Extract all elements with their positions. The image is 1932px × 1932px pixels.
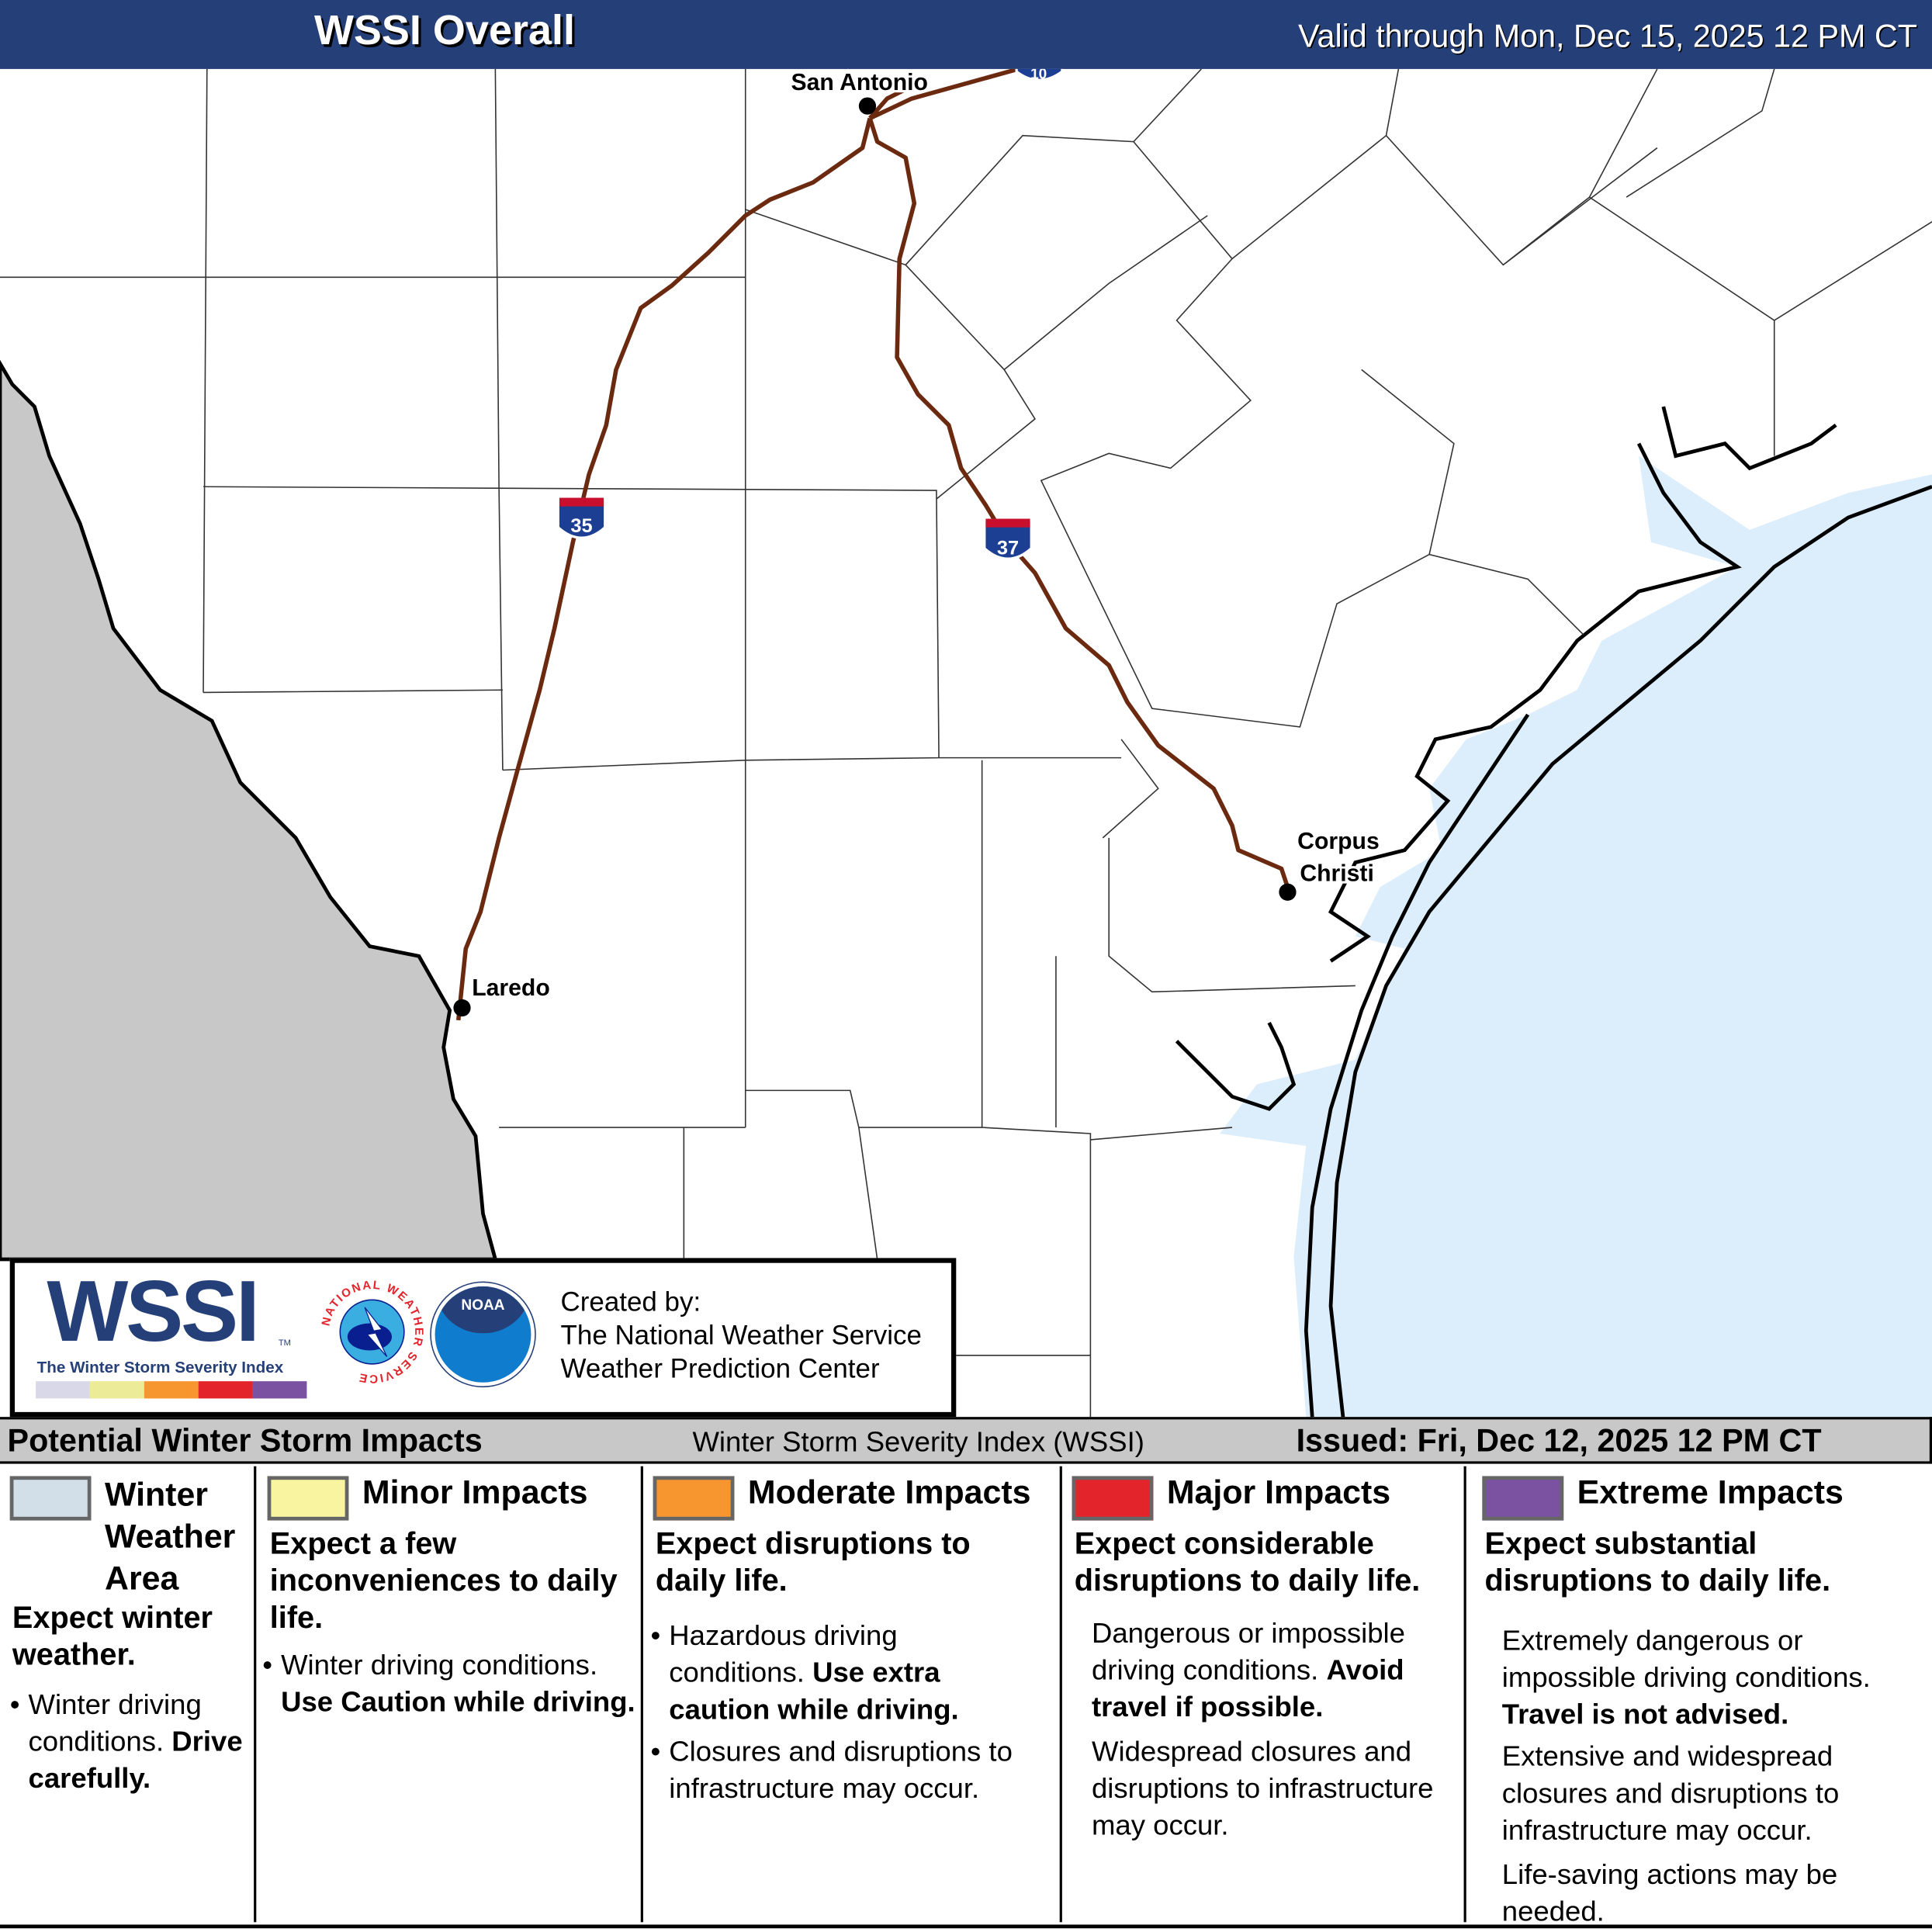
moderate-bullet-bold: Use extra caution while driving. [669,1656,959,1726]
credit-wpc: Weather Prediction Center [560,1352,880,1384]
swatch-minor [267,1476,349,1521]
header-bar: WSSI Overall Valid through Mon, Dec 15, … [0,0,1932,69]
extreme-text-1-bold: Travel is not advised. [1501,1698,1789,1730]
minor-summary: Expect a few inconveniences to daily lif… [269,1526,618,1636]
major-text-1-plain: Dangerous or impossible driving conditio… [1091,1616,1405,1686]
legend-title: Potential Winter Storm Impacts [7,1421,483,1459]
interstate-37-shield: 37 [983,518,1033,560]
interstate-35-route [455,117,872,1021]
winter-title-line: Weather [104,1518,236,1556]
winter-summary: Expect winter weather. [12,1600,213,1672]
swatch-moderate [653,1476,735,1521]
city-dot-san-antonio [858,97,877,115]
nws-seal-graphic: NATIONAL WEATHER SERVICE [319,1279,424,1386]
legend-header: Potential Winter Storm Impacts Winter St… [0,1417,1932,1464]
minor-bullet-text: Winter driving conditions. [281,1648,598,1681]
interstate-35-label: 35 [570,515,592,537]
major-text-2: Widespread closures and disruptions to i… [1091,1734,1434,1841]
winter-title-line: Winter [104,1476,209,1514]
moderate-bullet: Hazardous driving conditions. Use extra … [650,1616,1038,1727]
legend-extreme-title: Extreme Impacts [1577,1473,1844,1511]
impact-map: 35 37 10 San Antonio Corpus Christi Lare… [0,68,1932,1418]
major-summary: Expect considerable disruptions to daily… [1074,1526,1421,1598]
major-text-1: Dangerous or impossible driving conditio… [1092,1614,1461,1725]
credits: Created by: The National Weather Service… [561,1285,922,1385]
noaa-logo: NOAA [431,1283,535,1387]
moderate-summary: Expect disruptions to daily life. [655,1526,971,1598]
legend-subtitle: Winter Storm Severity Index (WSSI) [692,1425,1144,1458]
wssi-logo-subtitle: The Winter Storm Severity Index [36,1357,284,1376]
winter-bullet-bold: Drive carefully. [28,1725,243,1795]
coastline [1175,406,1932,1418]
interstate-10-route [868,68,1023,120]
moderate-bullet-2: Closures and disruptions to infrastructu… [650,1733,1044,1806]
column-divider [1059,1466,1062,1923]
interstate-10-shield: 10 [1015,68,1064,83]
noaa-logo-text: NOAA [461,1296,505,1314]
extreme-text-1-plain: Extremely dangerous or impossible drivin… [1501,1623,1871,1693]
moderate-bullet-text: Hazardous driving conditions. [669,1619,898,1688]
swatch-major [1072,1476,1154,1521]
extreme-text-2: Extensive and widespread closures and di… [1501,1740,1840,1846]
created-by-label: Created by: [560,1286,701,1317]
legend-winter-title: Winter Weather Area [105,1473,235,1599]
gulf-water [1220,455,1932,1418]
issued-time: Issued: Fri, Dec 12, 2025 12 PM CT [1296,1421,1822,1459]
legend-bottom-border [0,1924,1932,1929]
legend-major-title: Major Impacts [1166,1473,1391,1511]
wssi-logo: WSSI [47,1262,260,1359]
extreme-summary: Expect substantial disruptions to daily … [1484,1526,1831,1598]
wssi-trademark: TM [278,1339,291,1349]
interstate-10-label: 10 [1030,69,1047,83]
county-lines [0,68,1932,1418]
city-label-corpus: Corpus [1297,829,1380,854]
interstate-37-label: 37 [997,538,1019,559]
extreme-text-1: Extremely dangerous or impossible drivin… [1502,1622,1927,1733]
minor-bullet: Winter driving conditions. Use Caution w… [262,1646,650,1720]
mexico-region [0,359,498,1262]
nws-logo: NATIONAL WEATHER SERVICE [319,1279,424,1386]
map-title: WSSI Overall [313,7,576,54]
winter-bullet: Winter driving conditions. Drive careful… [10,1685,272,1796]
credit-nws: The National Weather Service [560,1319,922,1351]
legend-moderate-title: Moderate Impacts [747,1473,1031,1511]
swatch-extreme [1482,1476,1564,1521]
city-label-san-antonio: San Antonio [791,70,928,95]
logo-box: WSSI TM The Winter Storm Severity Index … [9,1258,957,1418]
minor-bullet-bold: Use Caution while driving. [281,1685,635,1718]
city-dot-laredo [453,999,471,1017]
swatch-winter [9,1476,92,1521]
extreme-text-3: Life-saving actions may be needed. [1501,1858,1838,1927]
winter-bullet-text: Winter driving conditions. [28,1688,202,1757]
valid-time: Valid through Mon, Dec 15, 2025 12 PM CT [1298,17,1917,54]
major-text-1-bold: Avoid travel if possible. [1091,1653,1404,1723]
legend-minor-title: Minor Impacts [362,1473,588,1511]
interstate-35-shield: 35 [556,497,607,539]
city-label-laredo: Laredo [472,975,550,1001]
winter-title-line: Area [104,1560,179,1598]
city-label-christi: Christi [1300,860,1374,886]
wssi-color-bar [36,1381,307,1399]
city-dot-corpus-christi [1279,883,1297,901]
column-divider [1463,1466,1466,1923]
